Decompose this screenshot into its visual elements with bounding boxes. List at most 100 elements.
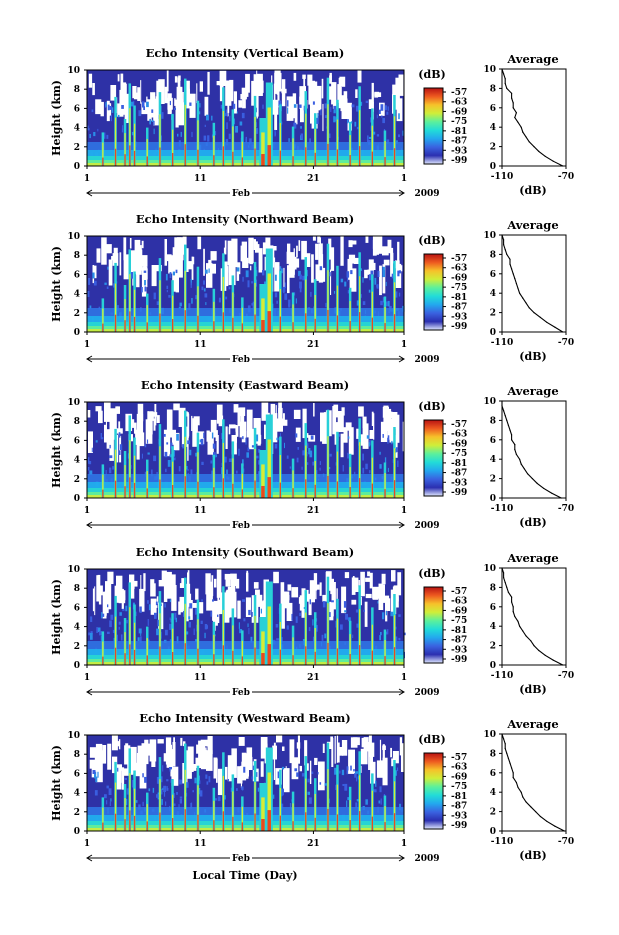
spike-peak (349, 820, 351, 831)
speckle (347, 275, 349, 282)
speckle (199, 780, 201, 784)
missing-patch (281, 599, 285, 629)
missing-patch (218, 410, 223, 427)
speckle (317, 112, 319, 119)
speckle (218, 297, 221, 303)
average-profile-point (562, 331, 564, 333)
colorbar-tick-label: -75 (451, 449, 467, 459)
y-axis-label: Height (km) (50, 246, 63, 322)
average-profile-point (509, 762, 511, 764)
spike-core (279, 123, 281, 166)
spike-core (146, 471, 148, 498)
y-tick-label: 8 (74, 417, 80, 427)
spike-peak (305, 313, 307, 332)
average-profile-point (509, 258, 511, 260)
speckle (179, 798, 182, 804)
spike-peak (292, 488, 294, 498)
y-tick-label: 0 (74, 827, 80, 837)
speckle (102, 613, 105, 617)
avg-x-tick-label: -110 (491, 504, 514, 514)
speckle (350, 765, 352, 771)
speckle (186, 466, 188, 470)
missing-patch (262, 80, 264, 93)
spike-peak (336, 814, 339, 831)
speckle (274, 292, 278, 298)
missing-patch (322, 743, 325, 753)
precipitation-spikes (101, 243, 396, 332)
missing-patch (191, 603, 198, 608)
average-profile-point (514, 278, 516, 280)
spike-core (261, 631, 265, 665)
missing-patch (239, 407, 246, 416)
speckle (147, 600, 149, 604)
y-tick-label: 4 (74, 124, 80, 134)
speckle (300, 126, 302, 129)
spike-peak (314, 651, 316, 665)
missing-patch (282, 746, 285, 751)
missing-patch (187, 746, 194, 772)
speckle (363, 609, 365, 612)
missing-patch (237, 766, 243, 784)
missing-patch (153, 98, 159, 126)
missing-patch (137, 432, 145, 447)
missing-patch (121, 767, 125, 790)
month-label: Feb (232, 355, 250, 365)
y-tick-label: 10 (67, 232, 80, 242)
missing-patch (223, 247, 227, 255)
missing-patch (221, 71, 225, 78)
missing-patch (231, 435, 237, 455)
speckle (142, 101, 145, 108)
speckle (153, 128, 155, 135)
avg-x-tick-label: -70 (558, 671, 574, 681)
missing-patch (118, 421, 121, 435)
missing-patch (178, 407, 186, 427)
avg-y-tick-label: 8 (490, 84, 496, 94)
colorbar (423, 752, 444, 830)
colorbar-tick-label: -63 (451, 430, 467, 440)
speckle (308, 448, 311, 455)
spike-core (241, 307, 243, 332)
avg-y-tick-label: 0 (490, 494, 496, 504)
speckle (104, 282, 107, 285)
speckle (241, 786, 244, 791)
missing-patch (231, 252, 236, 263)
speckle (360, 294, 362, 298)
speckle (310, 435, 314, 440)
missing-patch (329, 601, 334, 621)
missing-patch (227, 755, 234, 782)
average-profile-point (538, 150, 540, 152)
y-tick-label: 8 (74, 251, 80, 261)
missing-patch (256, 73, 263, 96)
speckle (402, 130, 404, 136)
avg-x-axis-label: (dB) (519, 184, 546, 197)
speckle (340, 278, 344, 283)
speckle (176, 792, 178, 795)
spike-peak (261, 320, 265, 332)
speckle (163, 434, 166, 437)
colorbar-tick-label: -69 (451, 273, 467, 283)
speckle (385, 610, 387, 616)
missing-patch (396, 82, 398, 98)
spike-core (232, 458, 234, 498)
spike-core (146, 804, 148, 831)
average-profile-point (517, 786, 519, 789)
spike-peak (129, 644, 131, 665)
y-tick-label: 0 (74, 661, 80, 671)
speckle (173, 450, 175, 457)
missing-patch (237, 600, 241, 619)
missing-patch (312, 236, 316, 241)
average-profile-point (531, 478, 534, 480)
spike-core (279, 622, 281, 665)
spike-peak (267, 477, 271, 498)
spike-core (102, 308, 104, 332)
avg-y-tick-label: 2 (490, 642, 496, 652)
missing-patch (253, 582, 259, 589)
missing-patch (188, 584, 190, 596)
speckle (93, 132, 96, 137)
speckle (242, 276, 244, 282)
speckle (243, 618, 246, 622)
colorbar-tick-label: -87 (451, 137, 467, 147)
spike-peak (184, 476, 186, 498)
missing-patch (225, 766, 228, 780)
